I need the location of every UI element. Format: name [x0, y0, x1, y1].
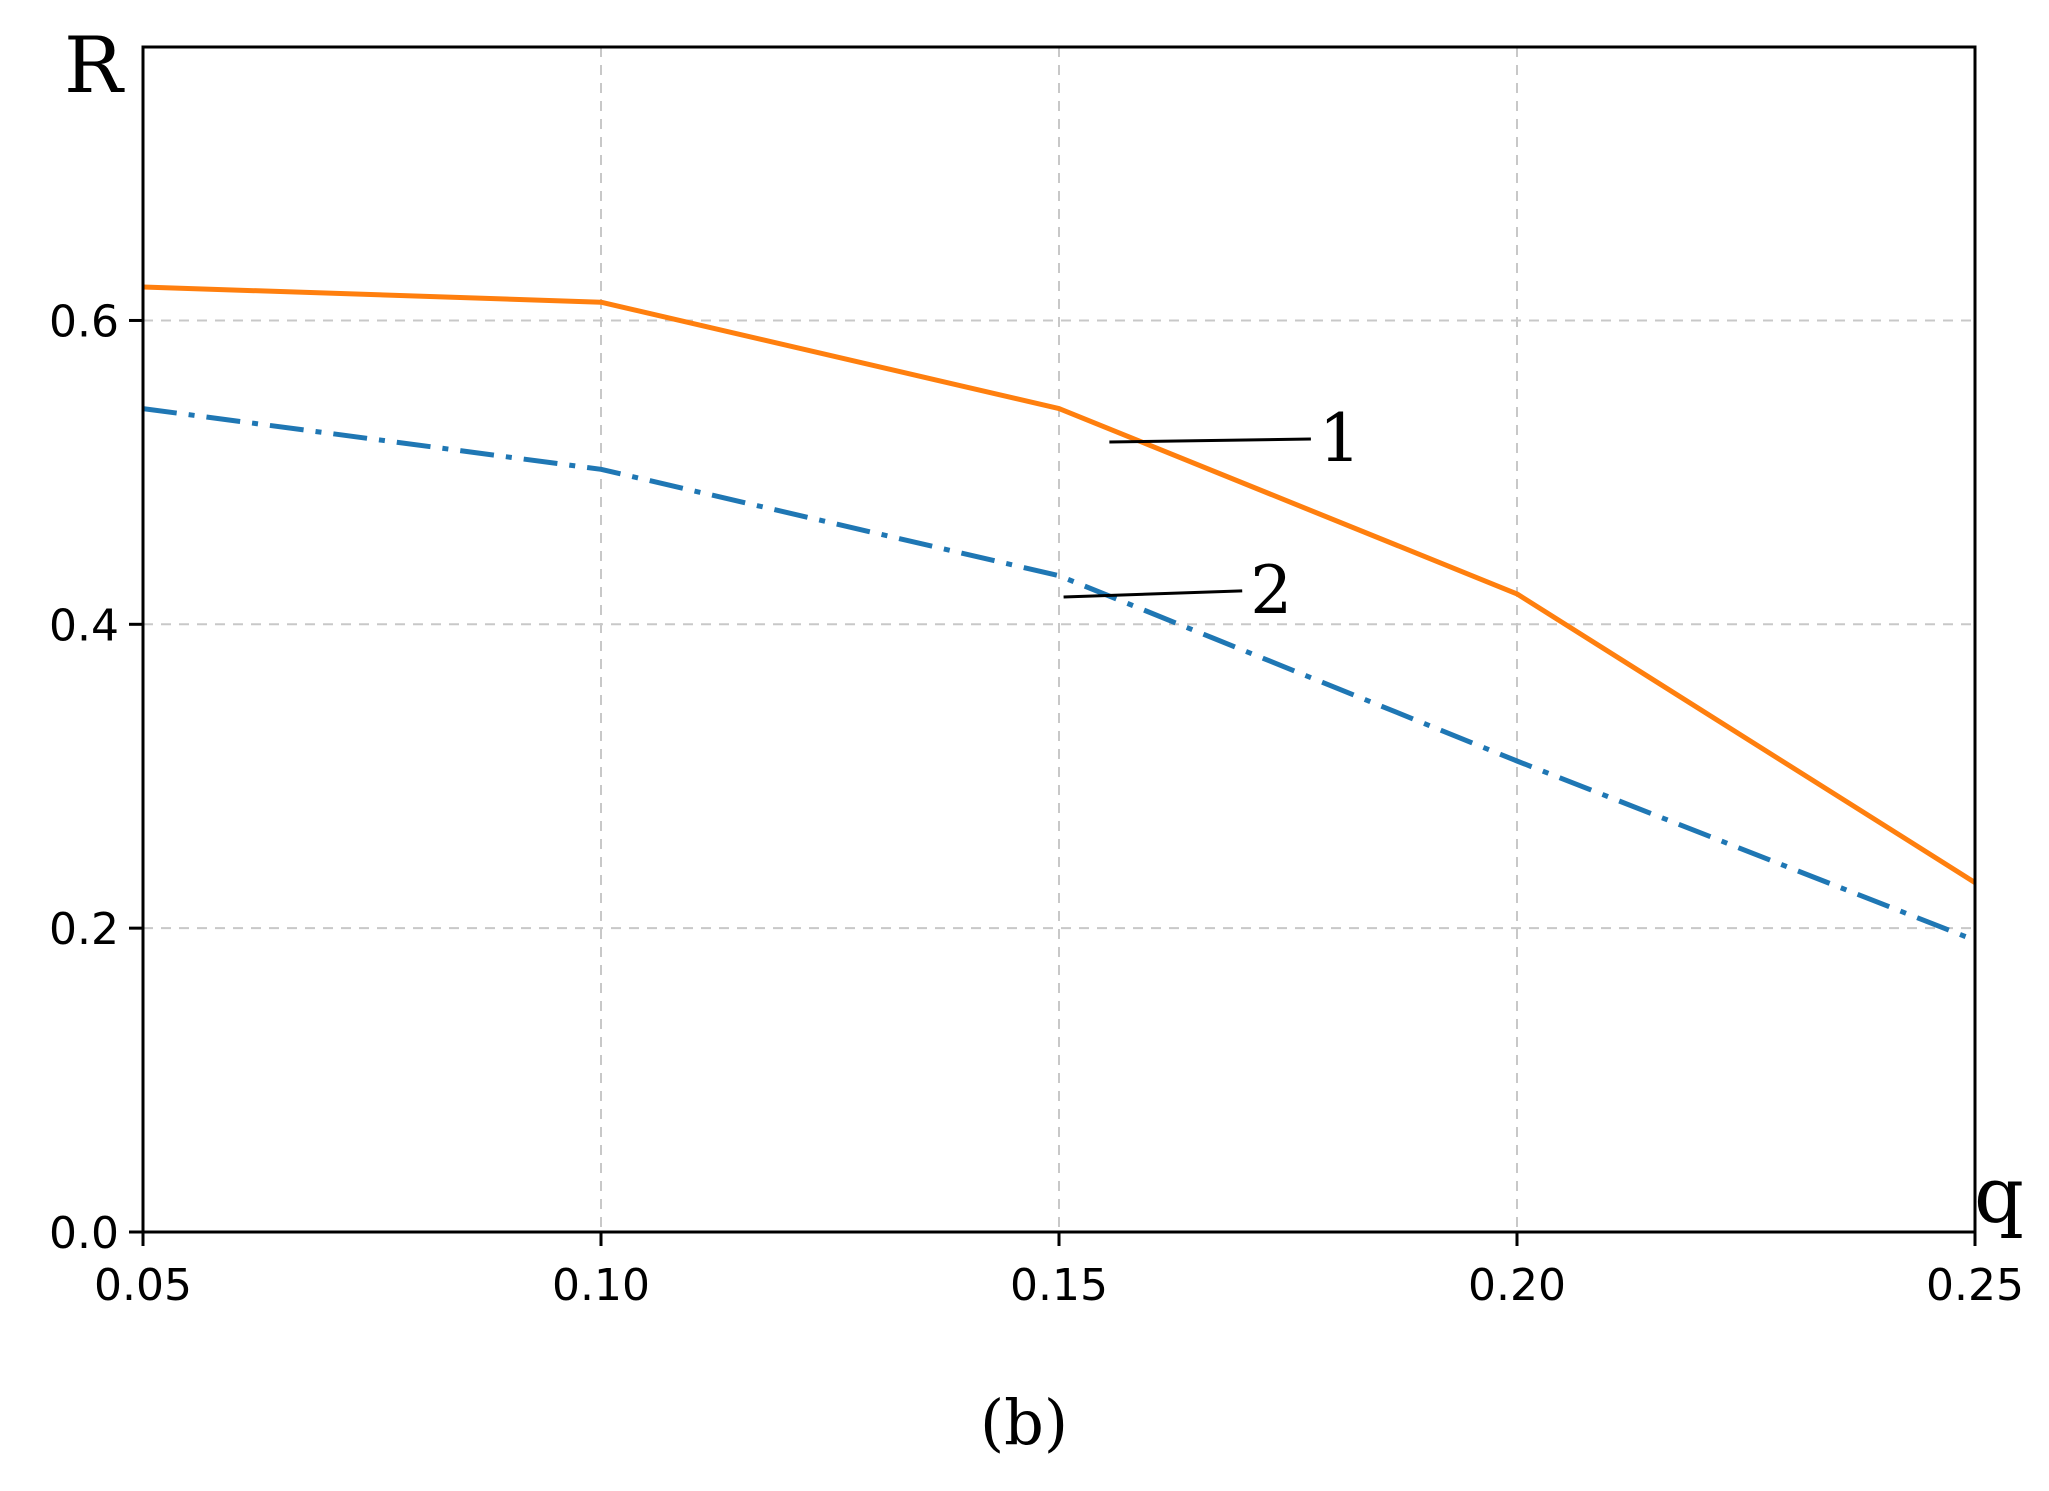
series-label-2: 2: [1250, 552, 1292, 629]
series-label-leader: [1109, 437, 1311, 444]
y-tick-label: 0.4: [49, 600, 119, 651]
x-tick-label: 0.25: [1926, 1260, 2024, 1311]
y-tick-label: 0.2: [49, 904, 119, 955]
y-tick-label: 0.0: [49, 1208, 119, 1259]
series-group: [142, 284, 1977, 943]
ticks: 0.05 0.10 0.15 0.20 0.25 0.0 0.2 0.4 0.6: [49, 296, 2024, 1311]
series-labels: 12: [1063, 400, 1361, 629]
series-label-1: 1: [1319, 400, 1361, 477]
x-tick-label: 0.20: [1468, 1260, 1566, 1311]
series-label-leader: [1063, 589, 1243, 599]
x-tick-label: 0.05: [94, 1260, 192, 1311]
x-axis-label: q: [1974, 1151, 2024, 1241]
y-axis-label: R: [64, 21, 125, 111]
figure-caption: (b): [980, 1386, 1068, 1459]
x-tick-label: 0.10: [552, 1260, 650, 1311]
x-tick-label: 0.15: [1010, 1260, 1108, 1311]
series-line-1: [142, 284, 1977, 885]
y-tick-label: 0.6: [49, 296, 119, 347]
